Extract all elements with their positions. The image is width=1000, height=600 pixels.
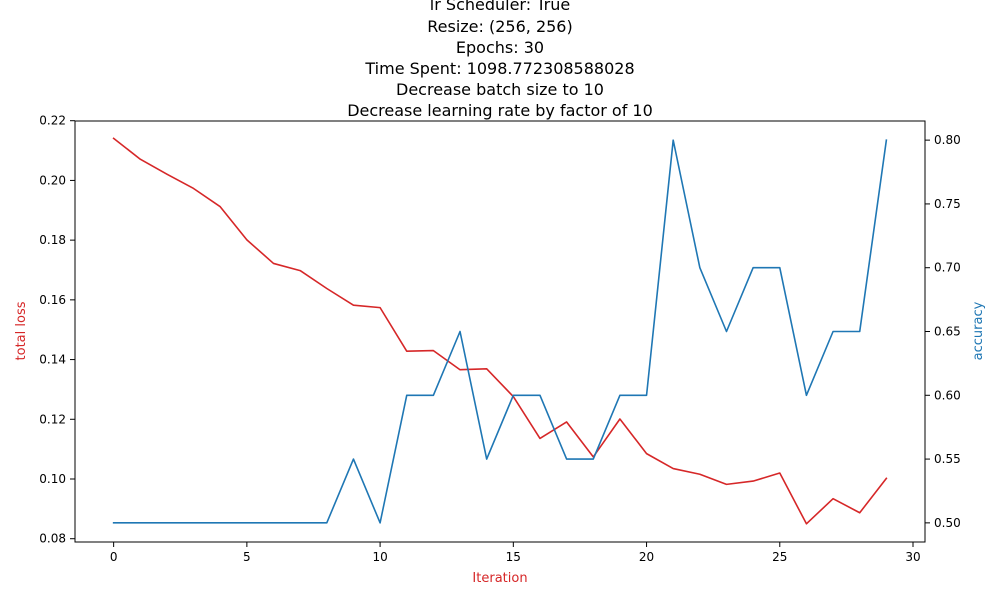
y-left-tick-label: 0.18 (39, 233, 66, 247)
y-left-tick-label: 0.12 (39, 412, 66, 426)
y-axis-right-label: accuracy (971, 301, 986, 360)
chart-title-line: Epochs: 30 (456, 38, 544, 57)
x-axis-label: Iteration (472, 571, 527, 586)
y-right-tick-label: 0.60 (934, 388, 961, 402)
chart-title-line: Decrease learning rate by factor of 10 (347, 101, 653, 120)
plot-area (112, 137, 888, 525)
y-left-tick-label: 0.08 (39, 532, 66, 546)
y-left-tick-label: 0.22 (39, 114, 66, 128)
chart-title-line: Decrease batch size to 10 (396, 80, 604, 99)
y-right-tick-label: 0.65 (934, 325, 961, 339)
y-left-tick-label: 0.14 (39, 353, 66, 367)
x-tick-label: 30 (905, 550, 920, 564)
x-axis: 0 5 10 15 20 25 30 (110, 542, 921, 564)
y-right-tick-label: 0.75 (934, 197, 961, 211)
y-right-tick-label: 0.80 (934, 133, 961, 147)
x-tick-label: 0 (110, 550, 118, 564)
x-tick-label: 10 (372, 550, 387, 564)
x-tick-label: 25 (772, 550, 787, 564)
chart-title-line: Time Spent: 1098.772308588028 (364, 59, 634, 78)
y-axis-left-label: total loss (14, 301, 29, 360)
y-axis-right: 0.50 0.55 0.60 0.65 0.70 0.75 0.80 (925, 133, 961, 530)
chart-title: lr Scheduler: True Resize: (256, 256) Epoc… (347, 0, 653, 120)
x-tick-label: 15 (506, 550, 521, 564)
y-left-tick-label: 0.16 (39, 293, 66, 307)
y-right-tick-label: 0.50 (934, 516, 961, 530)
x-tick-label: 5 (243, 550, 251, 564)
plot-frame (74, 120, 926, 543)
y-right-tick-label: 0.55 (934, 452, 961, 466)
chart-title-line: lr Scheduler: True (430, 0, 570, 14)
y-right-tick-label: 0.70 (934, 261, 961, 275)
y-axis-left: 0.08 0.10 0.12 0.14 0.16 0.18 0.20 0.22 (39, 114, 75, 546)
x-tick-label: 20 (639, 550, 654, 564)
y-left-tick-label: 0.10 (39, 472, 66, 486)
accuracy-series-line (112, 139, 888, 524)
chart-title-line: Resize: (256, 256) (427, 17, 572, 36)
y-left-tick-label: 0.20 (39, 173, 66, 187)
total-loss-series-line (112, 137, 888, 525)
